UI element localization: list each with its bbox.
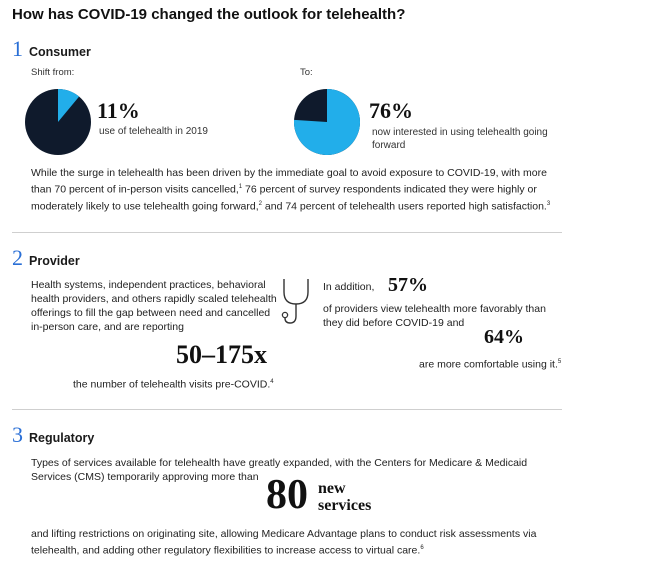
stat-64-percent: 64% bbox=[484, 326, 524, 348]
new-services-number: 80 bbox=[266, 472, 308, 518]
visits-range-caption: the number of telehealth visits pre-COVI… bbox=[73, 378, 274, 391]
pie-chart-2019 bbox=[25, 89, 91, 155]
section-number-consumer: 1 bbox=[12, 36, 23, 61]
section-number-provider: 2 bbox=[12, 245, 23, 270]
to-label: To: bbox=[300, 67, 313, 78]
new-label: new bbox=[318, 480, 346, 497]
stat-11-percent: 11% bbox=[97, 98, 140, 123]
shift-from-label: Shift from: bbox=[31, 67, 75, 78]
divider-1 bbox=[12, 232, 562, 233]
stat-57-caption: of providers view telehealth more favora… bbox=[323, 303, 546, 329]
visits-range: 50–175x bbox=[176, 340, 267, 369]
stat-11-caption: use of telehealth in 2019 bbox=[99, 126, 208, 137]
regulatory-text-b: and lifting restrictions on originating … bbox=[31, 528, 537, 557]
section-number-regulatory: 3 bbox=[12, 422, 23, 447]
stat-76-caption: now interested in using telehealth going… bbox=[372, 127, 548, 151]
pie-slice-interested bbox=[294, 89, 360, 155]
divider-2 bbox=[12, 409, 562, 410]
stat-76-percent: 76% bbox=[369, 98, 413, 123]
section-heading-regulatory: Regulatory bbox=[29, 431, 95, 445]
services-label: services bbox=[318, 497, 372, 514]
page-title: How has COVID-19 changed the outlook for… bbox=[12, 6, 406, 23]
pie-chart-interest bbox=[294, 89, 360, 155]
section-heading-consumer: Consumer bbox=[29, 45, 91, 59]
stat-57-percent: 57% bbox=[388, 274, 428, 296]
stat-64-caption: are more comfortable using it.5 bbox=[419, 358, 562, 371]
stethoscope-icon bbox=[281, 279, 309, 324]
consumer-paragraph: While the surge in telehealth has been d… bbox=[31, 167, 551, 212]
regulatory-text-a: Types of services available for teleheal… bbox=[31, 457, 528, 483]
pie-slice-telehealth-2019 bbox=[58, 89, 80, 122]
section-heading-provider: Provider bbox=[29, 254, 80, 268]
provider-left-text: Health systems, independent practices, b… bbox=[31, 279, 277, 333]
in-addition-label: In addition, bbox=[323, 281, 375, 293]
